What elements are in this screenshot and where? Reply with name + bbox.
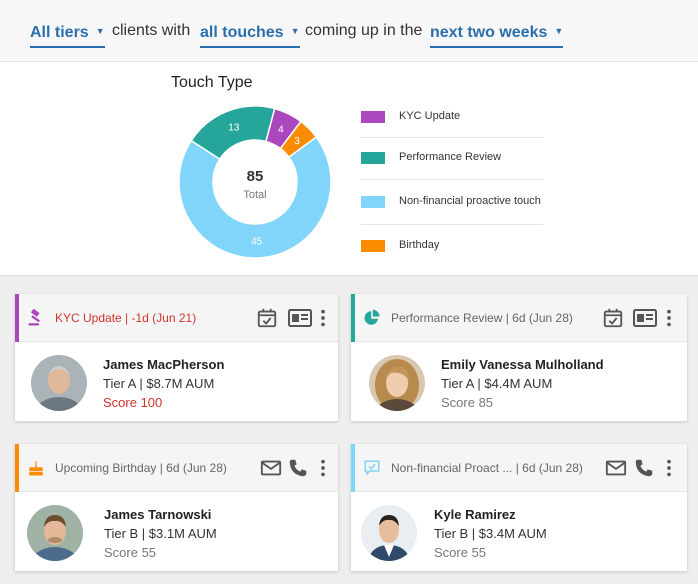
card-accent-bar [351, 444, 355, 492]
mail-icon[interactable] [605, 457, 627, 479]
calendar-check-icon[interactable] [602, 307, 624, 329]
more-vert-icon[interactable] [312, 307, 334, 329]
legend-swatch [361, 152, 385, 164]
client-score: Score 85 [441, 395, 494, 410]
donut-total-value: 85 [247, 168, 264, 185]
chat-check-icon [364, 460, 380, 476]
card-header: Upcoming Birthday | 6d (Jun 28) [15, 444, 338, 492]
client-score: Score 100 [103, 395, 163, 410]
client-tier-aum: Tier B | $3.1M AUM [104, 526, 217, 541]
donut-slice-label: 4 [278, 125, 284, 136]
card-body: Kyle Ramirez Tier B | $3.4M AUM Score 55 [351, 492, 687, 571]
legend-swatch [361, 240, 385, 252]
pie-chart-icon [364, 309, 380, 325]
touch-card-birthday[interactable]: Upcoming Birthday | 6d (Jun 28) James Ta… [15, 444, 338, 571]
filter-text-coming-up: coming up in the [305, 22, 423, 39]
touch-type-chart-panel: Touch Type 4 3 45 13 85 Total KYC Update Pe… [0, 62, 698, 276]
donut-slice-label: 45 [251, 236, 263, 247]
phone-icon[interactable] [633, 457, 655, 479]
card-body: Emily Vanessa Mulholland Tier A | $4.4M … [351, 342, 687, 421]
client-name[interactable]: Emily Vanessa Mulholland [441, 357, 604, 372]
legend-item[interactable]: Birthday [361, 225, 543, 267]
legend-item[interactable]: KYC Update [361, 96, 543, 138]
legend-label: Non-financial proactive touch [399, 195, 541, 207]
legend-item[interactable]: Performance Review [361, 138, 543, 180]
caret-down-icon: ▼ [290, 26, 300, 36]
card-header: Performance Review | 6d (Jun 28) [351, 294, 687, 342]
client-info: Kyle Ramirez Tier B | $3.4M AUM Score 55 [434, 506, 547, 562]
donut-slice-label: 13 [228, 122, 240, 133]
more-vert-icon[interactable] [658, 457, 680, 479]
touch-card-kyc[interactable]: KYC Update | -1d (Jun 21) [15, 294, 338, 421]
touches-dropdown[interactable]: all touches ▼ [200, 21, 300, 48]
card-header: KYC Update | -1d (Jun 21) [15, 294, 338, 342]
client-tier-aum: Tier A | $8.7M AUM [103, 376, 215, 391]
period-dropdown-label: next two weeks [430, 24, 548, 41]
filter-text-clients-with: clients with [112, 22, 191, 39]
touch-card-non-financial[interactable]: Non-financial Proact ... | 6d (Jun 28) K… [351, 444, 687, 571]
id-card-icon[interactable] [287, 307, 313, 329]
legend-swatch [361, 196, 385, 208]
legend-label: KYC Update [399, 110, 461, 122]
filter-bar: All tiers ▼ clients with all touches ▼ com… [0, 0, 698, 62]
card-header-text: Upcoming Birthday | 6d (Jun 28) [55, 461, 227, 475]
client-tier-aum: Tier A | $4.4M AUM [441, 376, 553, 391]
more-vert-icon[interactable] [658, 307, 680, 329]
tier-dropdown[interactable]: All tiers ▼ [30, 21, 105, 48]
donut-total-label: Total [243, 189, 266, 201]
card-accent-bar [351, 294, 355, 342]
client-info: James Tarnowski Tier B | $3.1M AUM Score… [104, 506, 217, 562]
caret-down-icon: ▼ [95, 26, 105, 36]
card-header-text: Non-financial Proact ... | 6d (Jun 28) [391, 461, 583, 475]
touches-dropdown-label: all touches [200, 24, 284, 41]
client-name[interactable]: James Tarnowski [104, 507, 212, 522]
client-score: Score 55 [104, 545, 157, 560]
client-name[interactable]: James MacPherson [103, 357, 225, 372]
legend-item[interactable]: Non-financial proactive touch [361, 180, 543, 225]
client-score: Score 55 [434, 545, 487, 560]
card-header-text: KYC Update | -1d (Jun 21) [55, 311, 197, 325]
client-info: Emily Vanessa Mulholland Tier A | $4.4M … [441, 356, 604, 412]
card-accent-bar [15, 294, 19, 342]
client-info: James MacPherson Tier A | $8.7M AUM Scor… [103, 356, 224, 412]
touch-card-performance-review[interactable]: Performance Review | 6d (Jun 28) [351, 294, 687, 421]
avatar [369, 355, 425, 411]
more-vert-icon[interactable] [312, 457, 334, 479]
donut-slice[interactable] [190, 105, 276, 161]
card-body: James MacPherson Tier A | $8.7M AUM Scor… [15, 342, 338, 421]
chart-title: Touch Type [171, 74, 253, 91]
card-header: Non-financial Proact ... | 6d (Jun 28) [351, 444, 687, 492]
tier-dropdown-label: All tiers [30, 24, 89, 41]
id-card-icon[interactable] [632, 307, 658, 329]
card-accent-bar [15, 444, 19, 492]
client-name[interactable]: Kyle Ramirez [434, 507, 516, 522]
legend-label: Birthday [399, 239, 440, 251]
phone-icon[interactable] [287, 457, 309, 479]
legend-swatch [361, 111, 385, 123]
avatar [27, 505, 83, 561]
donut-slice-label: 3 [294, 136, 300, 147]
avatar [361, 505, 417, 561]
legend-label: Performance Review [399, 151, 502, 163]
card-header-text: Performance Review | 6d (Jun 28) [391, 311, 573, 325]
calendar-check-icon[interactable] [256, 307, 278, 329]
client-tier-aum: Tier B | $3.4M AUM [434, 526, 547, 541]
donut-slice[interactable] [178, 136, 332, 259]
avatar [31, 355, 87, 411]
mail-icon[interactable] [260, 457, 282, 479]
caret-down-icon: ▼ [554, 26, 564, 36]
card-body: James Tarnowski Tier B | $3.1M AUM Score… [15, 492, 338, 571]
cake-icon [29, 460, 43, 476]
donut-chart: 43 45 13 85 Total [178, 105, 332, 259]
gavel-icon [28, 309, 40, 326]
period-dropdown[interactable]: next two weeks ▼ [430, 21, 564, 48]
